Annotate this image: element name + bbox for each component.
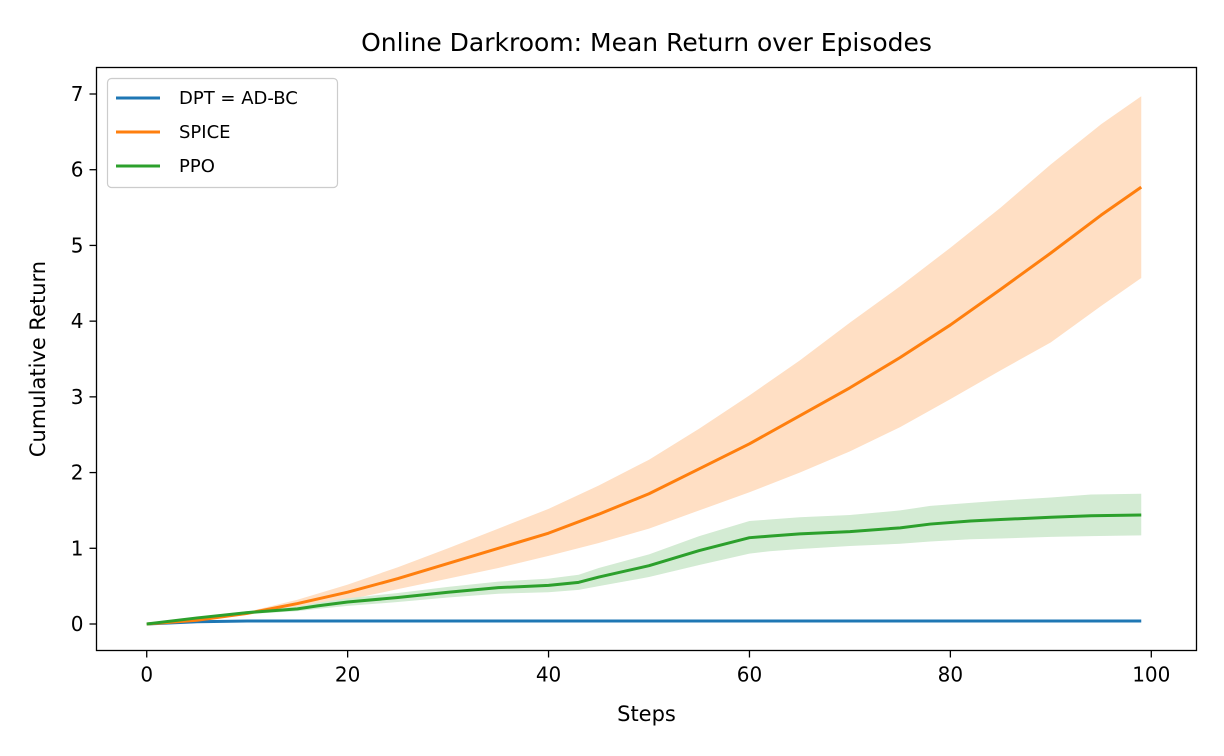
y-tick-label: 5 [71, 233, 84, 257]
plot-frame [95, 66, 1198, 652]
y-tick-label: 3 [71, 385, 84, 409]
band-spice [146, 96, 1142, 624]
x-tick-label: 80 [938, 663, 963, 687]
y-tick-label: 2 [71, 461, 84, 485]
y-tick-label: 6 [71, 158, 84, 182]
legend-label-ppo: PPO [179, 156, 215, 177]
x-tick-label: 20 [335, 663, 360, 687]
legend-items: DPT = AD-BC SPICE PPO [116, 88, 298, 177]
legend-label-dpt-ad-bc: DPT = AD-BC [179, 88, 298, 109]
x-axis-title: Steps [617, 702, 676, 726]
x-tick-label: 0 [140, 663, 153, 687]
confidence-bands [146, 96, 1142, 624]
x-tick-label: 60 [737, 663, 762, 687]
legend: DPT = AD-BC SPICE PPO [106, 77, 339, 189]
y-axis-title: Cumulative Return [26, 261, 50, 457]
chart-title: Online Darkroom: Mean Return over Episod… [361, 28, 932, 57]
y-axis-ticks: 0 1 2 3 4 5 6 7 [71, 82, 97, 636]
series-line-ppo [146, 513, 1142, 626]
band-ppo [146, 493, 1142, 624]
legend-label-spice: SPICE [179, 122, 231, 143]
x-tick-label: 40 [536, 663, 561, 687]
x-axis-ticks: 0 20 40 60 80 100 [140, 650, 1170, 687]
x-tick-label: 100 [1132, 663, 1170, 687]
series-lines [146, 185, 1143, 626]
y-tick-label: 0 [71, 612, 84, 636]
series-line-spice [146, 185, 1143, 626]
series-line-dpt-ad-bc [146, 619, 1142, 626]
legend-box [106, 77, 339, 189]
y-tick-label: 4 [71, 309, 84, 333]
y-tick-label: 7 [71, 82, 84, 106]
y-tick-label: 1 [71, 536, 84, 560]
